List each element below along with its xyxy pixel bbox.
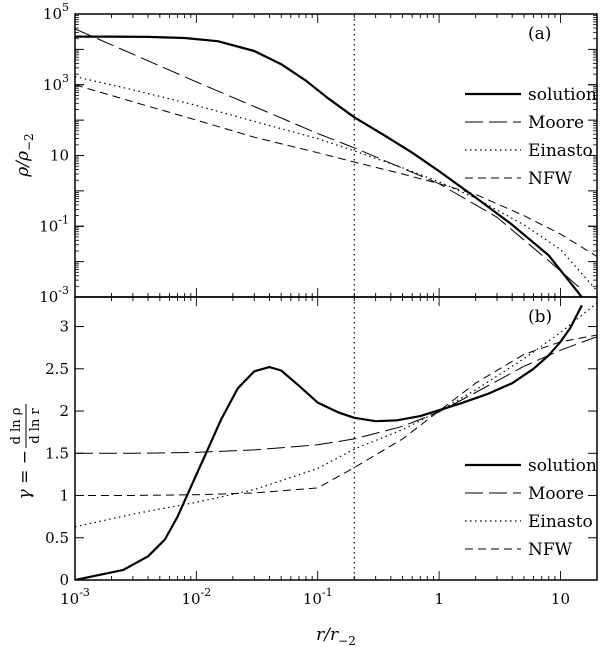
svg-text:ρ/ρ−2: ρ/ρ−2 <box>13 133 36 177</box>
x-tick-label: 10 <box>551 590 570 608</box>
legend-label: solution <box>528 456 597 476</box>
y-tick-label: 3 <box>59 318 69 336</box>
x-tick-label: 10-2 <box>181 586 211 608</box>
y-tick-label: 105 <box>43 1 69 23</box>
y-tick-label: 10-1 <box>39 213 69 235</box>
x-tick-label: 10-3 <box>60 586 90 608</box>
y-tick-label: 2 <box>59 402 69 420</box>
panel-a-frame <box>74 13 598 298</box>
panel-b-ylabel-prefix: γ = − <box>15 450 35 499</box>
x-tick-label: 10-1 <box>303 586 333 608</box>
panel-b-slope-plot: 0 0.5 1 1.5 2 2.5 3 10-3 10-2 10-1 1 10 (b) solutio… <box>9 296 598 608</box>
series-einasto <box>75 76 597 292</box>
y-tick-label: 103 <box>43 72 69 94</box>
series-moore <box>75 28 583 291</box>
legend-label: NFW <box>528 169 573 189</box>
panel-a-legend: solution Moore Einasto NFW <box>465 85 597 189</box>
panel-b-tag: (b) <box>528 307 552 327</box>
panel-a-tag: (a) <box>528 24 551 44</box>
panel-b-ylabel-numerator: d ln ρ <box>9 408 24 445</box>
legend-label: Moore <box>528 484 584 504</box>
y-tick-label: 1 <box>59 487 69 505</box>
legend-label: NFW <box>528 540 573 560</box>
panel-b-y-axis-label: γ = − d ln ρ d ln r <box>9 404 43 499</box>
legend-label: Einasto <box>528 512 593 532</box>
y-tick-label: 2.5 <box>45 360 69 378</box>
legend-label: Moore <box>528 113 584 133</box>
panel-a-density-plot: 10-3 10-1 10 103 105 (a) solution Moore Einast… <box>13 1 598 306</box>
y-tick-label: 1.5 <box>45 444 69 462</box>
y-tick-label: 0.5 <box>45 529 69 547</box>
panel-b-series <box>75 297 597 580</box>
panel-b-frame <box>74 296 598 581</box>
x-axis-label: r/r−2 <box>316 625 356 647</box>
series-nfw <box>75 84 597 257</box>
y-tick-label: 0 <box>59 571 69 589</box>
panel-b-ylabel-denominator: d ln r <box>28 408 43 444</box>
y-tick-label: 10 <box>50 147 69 165</box>
panel-a-series <box>75 14 597 297</box>
panel-b-ticks: 0 0.5 1 1.5 2 2.5 3 10-3 10-2 10-1 1 10 <box>45 297 598 608</box>
panel-a-ticks: 10-3 10-1 10 103 105 <box>39 1 598 306</box>
series-moore <box>75 336 597 454</box>
panel-a-y-axis-label: ρ/ρ−2 <box>13 133 36 177</box>
svg-text:r/r−2: r/r−2 <box>316 625 356 647</box>
legend-label: Einasto <box>528 141 593 161</box>
legend-label: solution <box>528 85 597 105</box>
y-tick-label: 10-3 <box>39 284 69 306</box>
series-solution <box>75 35 583 297</box>
series-nfw <box>75 334 597 496</box>
x-tick-label: 1 <box>434 590 444 608</box>
series-solution <box>75 304 583 580</box>
panel-b-legend: solution Moore Einasto NFW <box>465 456 597 560</box>
